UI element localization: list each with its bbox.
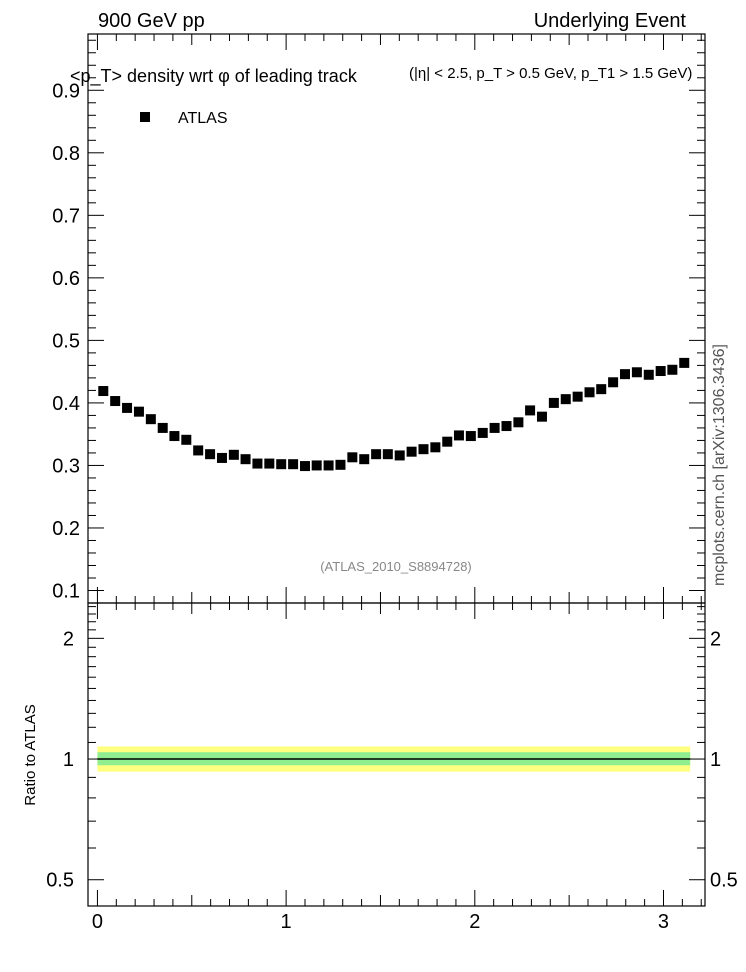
- data-point: [418, 444, 429, 455]
- data-point: [181, 434, 192, 445]
- data-point: [216, 452, 227, 463]
- x-tick-labels: 0 1 2 3: [92, 911, 669, 933]
- data-point: [252, 458, 263, 469]
- data-point: [667, 364, 678, 375]
- ratio-y-tick-label-right: 1: [710, 749, 721, 771]
- data-point: [406, 446, 417, 457]
- data-point: [145, 414, 156, 425]
- data-point: [655, 366, 666, 377]
- main-y-tick-label: 0.2: [52, 518, 80, 540]
- legend-label: ATLAS: [178, 110, 228, 127]
- chart-title: <p_T> density wrt φ of leading track: [70, 66, 358, 87]
- data-point: [619, 369, 630, 380]
- data-point: [465, 431, 476, 442]
- data-point: [525, 405, 536, 416]
- data-points: [98, 357, 690, 472]
- data-point: [323, 460, 334, 471]
- ratio-y-tick-label: 2: [63, 628, 74, 650]
- data-point: [276, 459, 287, 470]
- header-left: 900 GeV pp: [98, 10, 205, 32]
- data-point: [359, 454, 370, 465]
- x-tick-label: 3: [658, 911, 669, 933]
- main-axis-ticks: [88, 34, 705, 603]
- data-point: [394, 450, 405, 461]
- legend-marker: [140, 112, 150, 122]
- data-point: [335, 459, 346, 470]
- x-tick-label: 0: [92, 911, 103, 933]
- analysis-annotation: (ATLAS_2010_S8894728): [320, 559, 472, 574]
- ratio-y-tick-label-right: 2: [710, 628, 721, 650]
- ratio-panel: 0.5 0.5 1 1 2 2 0 1 2 3 Ratio to ATLAS: [22, 602, 738, 933]
- x-tick-label: 2: [469, 911, 480, 933]
- main-y-tick-label: 0.5: [52, 330, 80, 352]
- data-point: [608, 377, 619, 388]
- data-point: [228, 449, 239, 460]
- data-point: [382, 449, 393, 460]
- data-point: [453, 430, 464, 441]
- data-point: [311, 460, 322, 471]
- data-point: [596, 384, 607, 395]
- data-point: [679, 357, 690, 368]
- main-y-tick-label: 0.7: [52, 205, 80, 227]
- data-point: [371, 449, 382, 460]
- data-point: [193, 445, 204, 456]
- ratio-y-tick-label: 1: [63, 749, 74, 771]
- main-y-tick-label: 0.6: [52, 268, 80, 290]
- data-point: [643, 369, 654, 380]
- chart-subtitle: (|η| < 2.5, p_T > 0.5 GeV, p_T1 > 1.5 Ge…: [409, 65, 692, 82]
- data-point: [299, 461, 310, 472]
- main-y-tick-label: 0.8: [52, 143, 80, 165]
- chart-title-text: <p_T> density wrt φ of leading track: [70, 66, 358, 87]
- data-point: [98, 386, 109, 397]
- data-point: [240, 454, 251, 465]
- data-point: [631, 367, 642, 378]
- data-point: [572, 391, 583, 402]
- main-y-tick-labels: 0.1 0.2 0.3 0.4 0.5 0.6 0.7 0.8 0.9: [52, 80, 80, 602]
- data-point: [536, 411, 547, 422]
- data-point: [560, 394, 571, 405]
- ratio-axis-ticks: [88, 603, 705, 906]
- ratio-y-tick-label-right: 0.5: [710, 870, 738, 892]
- data-point: [205, 449, 216, 460]
- data-point: [157, 422, 168, 433]
- data-point: [442, 436, 453, 447]
- ratio-y-tick-label: 0.5: [46, 870, 74, 892]
- data-point: [430, 442, 441, 453]
- data-point: [489, 422, 500, 433]
- main-panel: 0.1 0.2 0.3 0.4 0.5 0.6 0.7 0.8 0.9 <p_T> densit…: [52, 33, 706, 604]
- main-y-tick-label: 0.9: [52, 80, 80, 102]
- ratio-y-label: Ratio to ATLAS: [22, 704, 39, 805]
- data-point: [584, 387, 595, 398]
- data-point: [122, 402, 133, 413]
- data-point: [548, 397, 559, 408]
- header-right: Underlying Event: [534, 10, 687, 32]
- data-point: [347, 452, 358, 463]
- data-point: [133, 406, 144, 417]
- x-tick-label: 1: [281, 911, 292, 933]
- ratio-y-tick-labels: 0.5 0.5 1 1 2 2: [46, 628, 738, 891]
- side-credit: mcplots.cern.ch [arXiv:1306.3436]: [711, 344, 728, 586]
- main-y-tick-label: 0.1: [52, 580, 80, 602]
- data-point: [169, 431, 180, 442]
- ratio-frame: [87, 602, 706, 907]
- main-y-tick-label: 0.4: [52, 393, 80, 415]
- data-point: [264, 458, 275, 469]
- main-y-tick-label: 0.3: [52, 455, 80, 477]
- data-point: [288, 459, 299, 470]
- data-point: [513, 417, 524, 428]
- data-point: [110, 396, 121, 407]
- data-point: [477, 427, 488, 438]
- data-point: [501, 421, 512, 432]
